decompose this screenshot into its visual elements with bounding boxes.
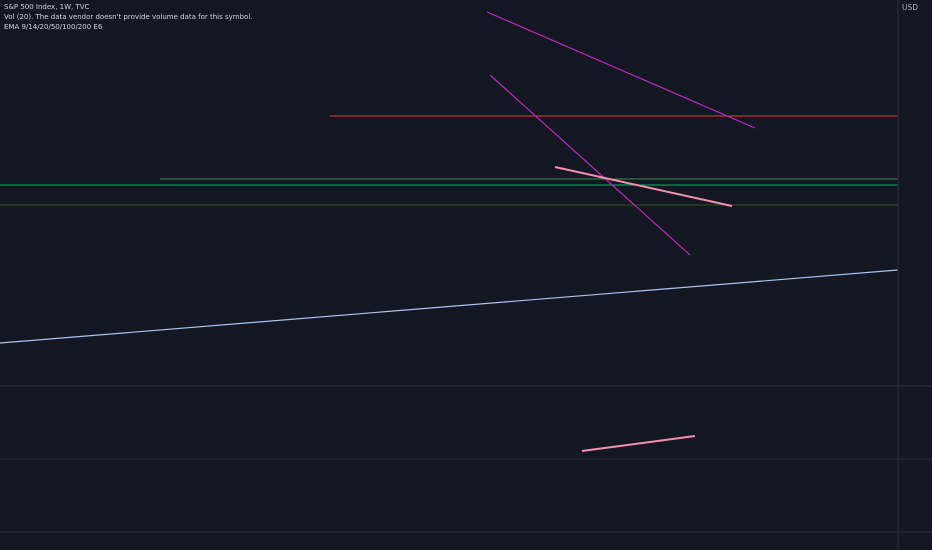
channel-line <box>486 11 756 129</box>
currency-label: USD <box>902 3 918 12</box>
volume-note: Vol (20). The data vendor doesn't provid… <box>4 13 253 21</box>
trend-line <box>0 269 899 344</box>
ema-legend: EMA 9/14/20/50/100/200 E6 <box>4 23 103 31</box>
support-line <box>554 166 733 207</box>
channel-line <box>489 74 691 256</box>
divergence-line <box>581 435 696 452</box>
symbol-title: S&P 500 Index, 1W, TVC <box>4 3 90 11</box>
